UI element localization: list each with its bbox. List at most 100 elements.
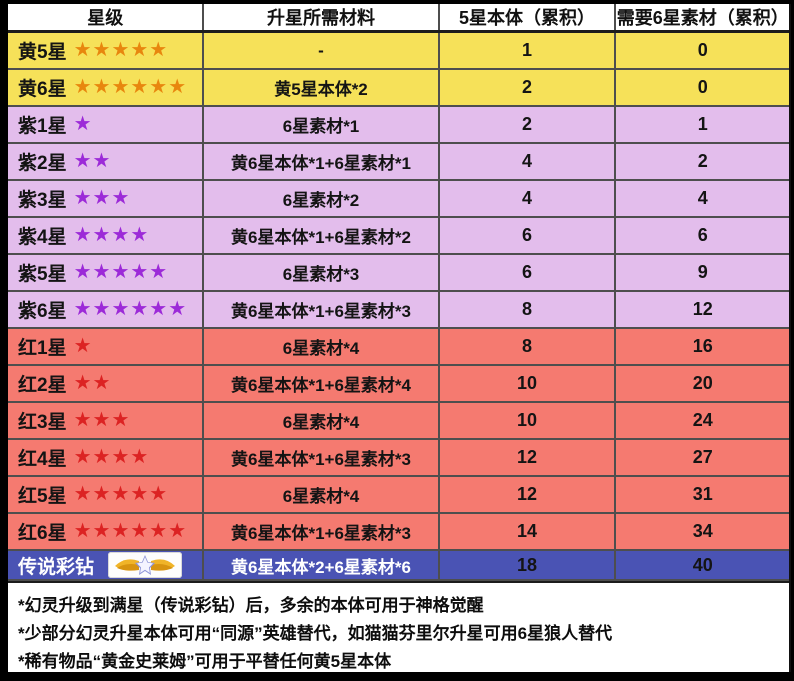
material-total-cell: 16: [614, 329, 789, 364]
star-level-label: 红3星: [18, 412, 67, 433]
material-total-cell: 20: [614, 366, 789, 401]
body-total-cell: 10: [437, 366, 615, 401]
star-level-label: 传说彩钻: [18, 556, 95, 578]
star-level-label: 黄6星: [18, 79, 67, 100]
material-total-cell: 6: [614, 218, 789, 253]
table-row: 紫1星 ★ 6星素材*1 2 1: [8, 107, 789, 144]
star-level-label: 红2星: [18, 375, 67, 396]
material-total-cell: 12: [614, 292, 789, 327]
body-total-cell: 4: [437, 181, 615, 216]
header-body-total: 5星本体（累积）: [437, 4, 615, 30]
star-level-cell: 紫2星 ★★: [8, 144, 202, 179]
star-level-cell: 红4星 ★★★★: [8, 440, 202, 475]
star-icon: ★★: [73, 149, 112, 172]
material-total-cell: 1: [614, 107, 789, 142]
table-row: 黄6星 ★★★★★★ 黄5星本体*2 2 0: [8, 70, 789, 107]
star-icon: ★★★: [73, 186, 131, 209]
table-row: 红2星 ★★ 黄6星本体*1+6星素材*4 10 20: [8, 366, 789, 403]
star-level-label: 紫1星: [18, 116, 67, 137]
table-row: 红4星 ★★★★ 黄6星本体*1+6星素材*3 12 27: [8, 440, 789, 477]
star-level-label: 紫2星: [18, 153, 67, 174]
body-total-cell: 12: [437, 440, 615, 475]
material-total-cell: 34: [614, 514, 789, 549]
materials-cell: 黄6星本体*1+6星素材*3: [202, 440, 437, 475]
body-total-cell: 12: [437, 477, 615, 512]
body-total-cell: 10: [437, 403, 615, 438]
star-icon: ★★★★★: [73, 482, 169, 505]
star-level-cell: 紫4星 ★★★★: [8, 218, 202, 253]
material-total-cell: 2: [614, 144, 789, 179]
body-total-cell: 6: [437, 255, 615, 290]
table-row: 紫5星 ★★★★★ 6星素材*3 6 9: [8, 255, 789, 292]
table-header-row: 星级 升星所需材料 5星本体（累积） 需要6星素材（累积）: [8, 4, 789, 33]
star-level-label: 红4星: [18, 449, 67, 470]
star-level-cell: 红5星 ★★★★★: [8, 477, 202, 512]
upgrade-table: 星级 升星所需材料 5星本体（累积） 需要6星素材（累积） 黄5星 ★★★★★ …: [8, 4, 791, 676]
star-level-cell: 紫1星 ★: [8, 107, 202, 142]
materials-cell: 黄6星本体*1+6星素材*2: [202, 218, 437, 253]
star-level-cell: 红1星 ★: [8, 329, 202, 364]
star-level-label: 紫4星: [18, 227, 67, 248]
star-level-cell: 黄6星 ★★★★★★: [8, 70, 202, 105]
star-level-label: 黄5星: [18, 42, 67, 63]
winged-star-badge-icon: [108, 552, 183, 578]
note-line: *少部分幻灵升星本体可用“同源”英雄替代，如猫猫芬里尔升星可用6星狼人替代: [18, 624, 613, 643]
material-total-cell: 40: [614, 551, 789, 579]
star-icon: ★★: [73, 371, 112, 394]
star-level-cell: 红2星 ★★: [8, 366, 202, 401]
material-total-cell: 31: [614, 477, 789, 512]
note-line: *幻灵升级到满星（传说彩钻）后，多余的本体可用于神格觉醒: [18, 596, 484, 615]
star-level-label: 红6星: [18, 523, 67, 544]
table-row: 紫2星 ★★ 黄6星本体*1+6星素材*1 4 2: [8, 144, 789, 181]
materials-cell: 6星素材*3: [202, 255, 437, 290]
materials-cell: 6星素材*4: [202, 329, 437, 364]
material-total-cell: 4: [614, 181, 789, 216]
star-icon: ★: [73, 334, 93, 357]
materials-cell: 6星素材*4: [202, 477, 437, 512]
star-level-cell: 紫6星 ★★★★★★: [8, 292, 202, 327]
star-level-label: 紫5星: [18, 264, 67, 285]
material-total-cell: 9: [614, 255, 789, 290]
header-materials: 升星所需材料: [202, 4, 437, 30]
star-icon: ★★★★★: [73, 38, 169, 61]
materials-cell: 黄6星本体*1+6星素材*4: [202, 366, 437, 401]
star-level-cell: 紫5星 ★★★★★: [8, 255, 202, 290]
materials-cell: 黄6星本体*1+6星素材*1: [202, 144, 437, 179]
star-icon: ★★★★★: [73, 260, 169, 283]
materials-cell: 黄6星本体*1+6星素材*3: [202, 292, 437, 327]
star-level-label: 红5星: [18, 486, 67, 507]
star-icon: ★★★: [73, 408, 131, 431]
bottom-border-bar: [0, 672, 794, 681]
table-row: 黄5星 ★★★★★ - 1 0: [8, 33, 789, 70]
left-border-bar: [0, 0, 8, 681]
materials-cell: 黄6星本体*1+6星素材*3: [202, 514, 437, 549]
materials-cell: 6星素材*1: [202, 107, 437, 142]
material-total-cell: 24: [614, 403, 789, 438]
body-total-cell: 18: [437, 551, 615, 579]
table-row: 红5星 ★★★★★ 6星素材*4 12 31: [8, 477, 789, 514]
star-icon: ★★★★: [73, 445, 150, 468]
star-level-label: 红1星: [18, 338, 67, 359]
table-row: 红6星 ★★★★★★ 黄6星本体*1+6星素材*3 14 34: [8, 514, 789, 551]
table-row: 紫6星 ★★★★★★ 黄6星本体*1+6星素材*3 8 12: [8, 292, 789, 329]
header-material-total: 需要6星素材（累积）: [614, 4, 789, 30]
material-total-cell: 27: [614, 440, 789, 475]
table-row: 紫3星 ★★★ 6星素材*2 4 4: [8, 181, 789, 218]
star-icon: ★★★★★★: [73, 519, 188, 542]
body-total-cell: 14: [437, 514, 615, 549]
body-total-cell: 8: [437, 292, 615, 327]
table-row: 传说彩钻 黄6星本体*2+6星素材*6 18 40: [8, 551, 789, 581]
material-total-cell: 0: [614, 33, 789, 68]
table-row: 红1星 ★ 6星素材*4 8 16: [8, 329, 789, 366]
star-level-label: 紫3星: [18, 190, 67, 211]
table-row: 紫4星 ★★★★ 黄6星本体*1+6星素材*2 6 6: [8, 218, 789, 255]
materials-cell: 黄5星本体*2: [202, 70, 437, 105]
star-level-cell: 传说彩钻: [8, 551, 202, 579]
table-body: 黄5星 ★★★★★ - 1 0 黄6星 ★★★★★★ 黄5星本体*2 2 0 紫…: [8, 33, 789, 581]
star-level-cell: 紫3星 ★★★: [8, 181, 202, 216]
star-icon: ★★★★★★: [73, 297, 188, 320]
table-row: 红3星 ★★★ 6星素材*4 10 24: [8, 403, 789, 440]
star-level-label: 紫6星: [18, 301, 67, 322]
footnotes: *幻灵升级到满星（传说彩钻）后，多余的本体可用于神格觉醒 *少部分幻灵升星本体可…: [8, 581, 789, 676]
star-icon: ★★★★: [73, 223, 150, 246]
